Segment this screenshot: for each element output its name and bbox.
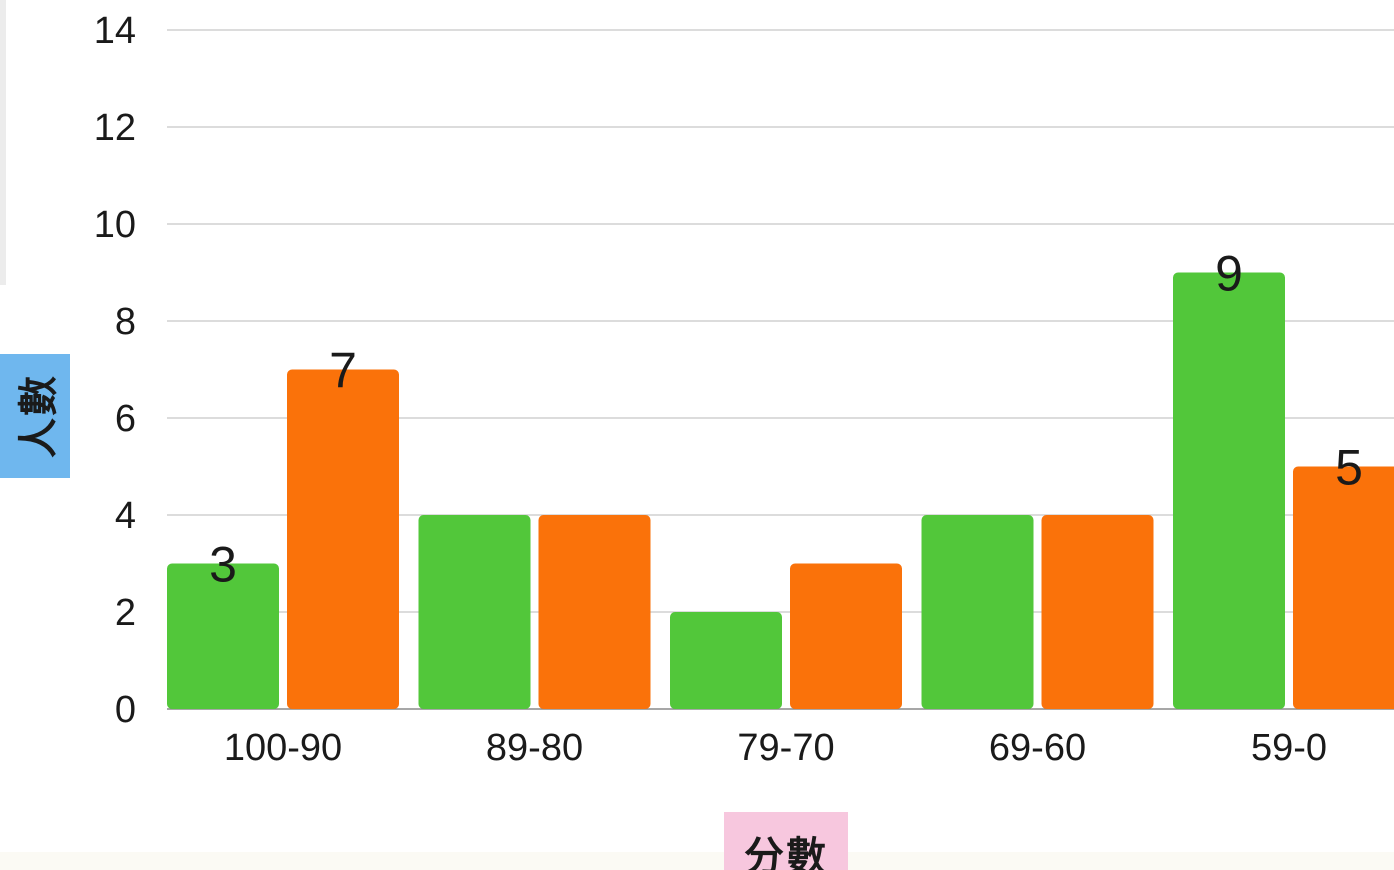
x-axis-categories: 100-90 89-80 79-70 69-60 59-0 bbox=[224, 727, 1327, 769]
x-axis-label-box: 分數 bbox=[724, 812, 848, 870]
bar-s0-59-0 bbox=[1173, 272, 1285, 709]
x-axis-label: 分數 bbox=[744, 834, 828, 870]
y-tick-label: 12 bbox=[94, 107, 136, 149]
bar-s0-79-70 bbox=[670, 612, 782, 709]
bar-s1-89-80 bbox=[538, 515, 651, 709]
data-label: 5 bbox=[1335, 440, 1363, 496]
y-tick-label: 0 bbox=[115, 689, 136, 731]
y-tick-label: 14 bbox=[94, 10, 136, 52]
bar-s1-69-60 bbox=[1041, 515, 1154, 709]
left-edge-strip bbox=[0, 0, 6, 285]
bar-s1-79-70 bbox=[790, 563, 902, 709]
x-tick-label: 59-0 bbox=[1251, 727, 1327, 769]
data-label: 7 bbox=[329, 343, 357, 399]
x-tick-label: 79-70 bbox=[737, 727, 834, 769]
bar-s0-69-60 bbox=[921, 515, 1034, 709]
x-tick-label: 69-60 bbox=[989, 727, 1086, 769]
y-tick-label: 2 bbox=[115, 592, 136, 634]
y-tick-label: 4 bbox=[115, 495, 136, 537]
x-tick-label: 89-80 bbox=[486, 727, 583, 769]
data-labels: 3 7 9 5 bbox=[209, 246, 1363, 593]
bar-s1-59-0 bbox=[1293, 466, 1394, 709]
bar-s1-100-90 bbox=[287, 369, 399, 709]
bottom-edge-strip bbox=[0, 852, 1394, 870]
y-tick-label: 8 bbox=[115, 301, 136, 343]
bar-s0-100-90 bbox=[167, 563, 279, 709]
y-axis-label: 人數 bbox=[16, 374, 62, 458]
bars bbox=[167, 272, 1394, 709]
bar-s0-89-80 bbox=[418, 515, 531, 709]
y-tick-label: 6 bbox=[115, 398, 136, 440]
y-tick-label: 10 bbox=[94, 204, 136, 246]
y-axis-label-box: 人數 bbox=[0, 354, 70, 478]
y-axis-ticks: 0 2 4 6 8 10 12 14 bbox=[94, 10, 136, 731]
x-tick-label: 100-90 bbox=[224, 727, 342, 769]
data-label: 3 bbox=[209, 537, 237, 593]
data-label: 9 bbox=[1215, 246, 1243, 302]
